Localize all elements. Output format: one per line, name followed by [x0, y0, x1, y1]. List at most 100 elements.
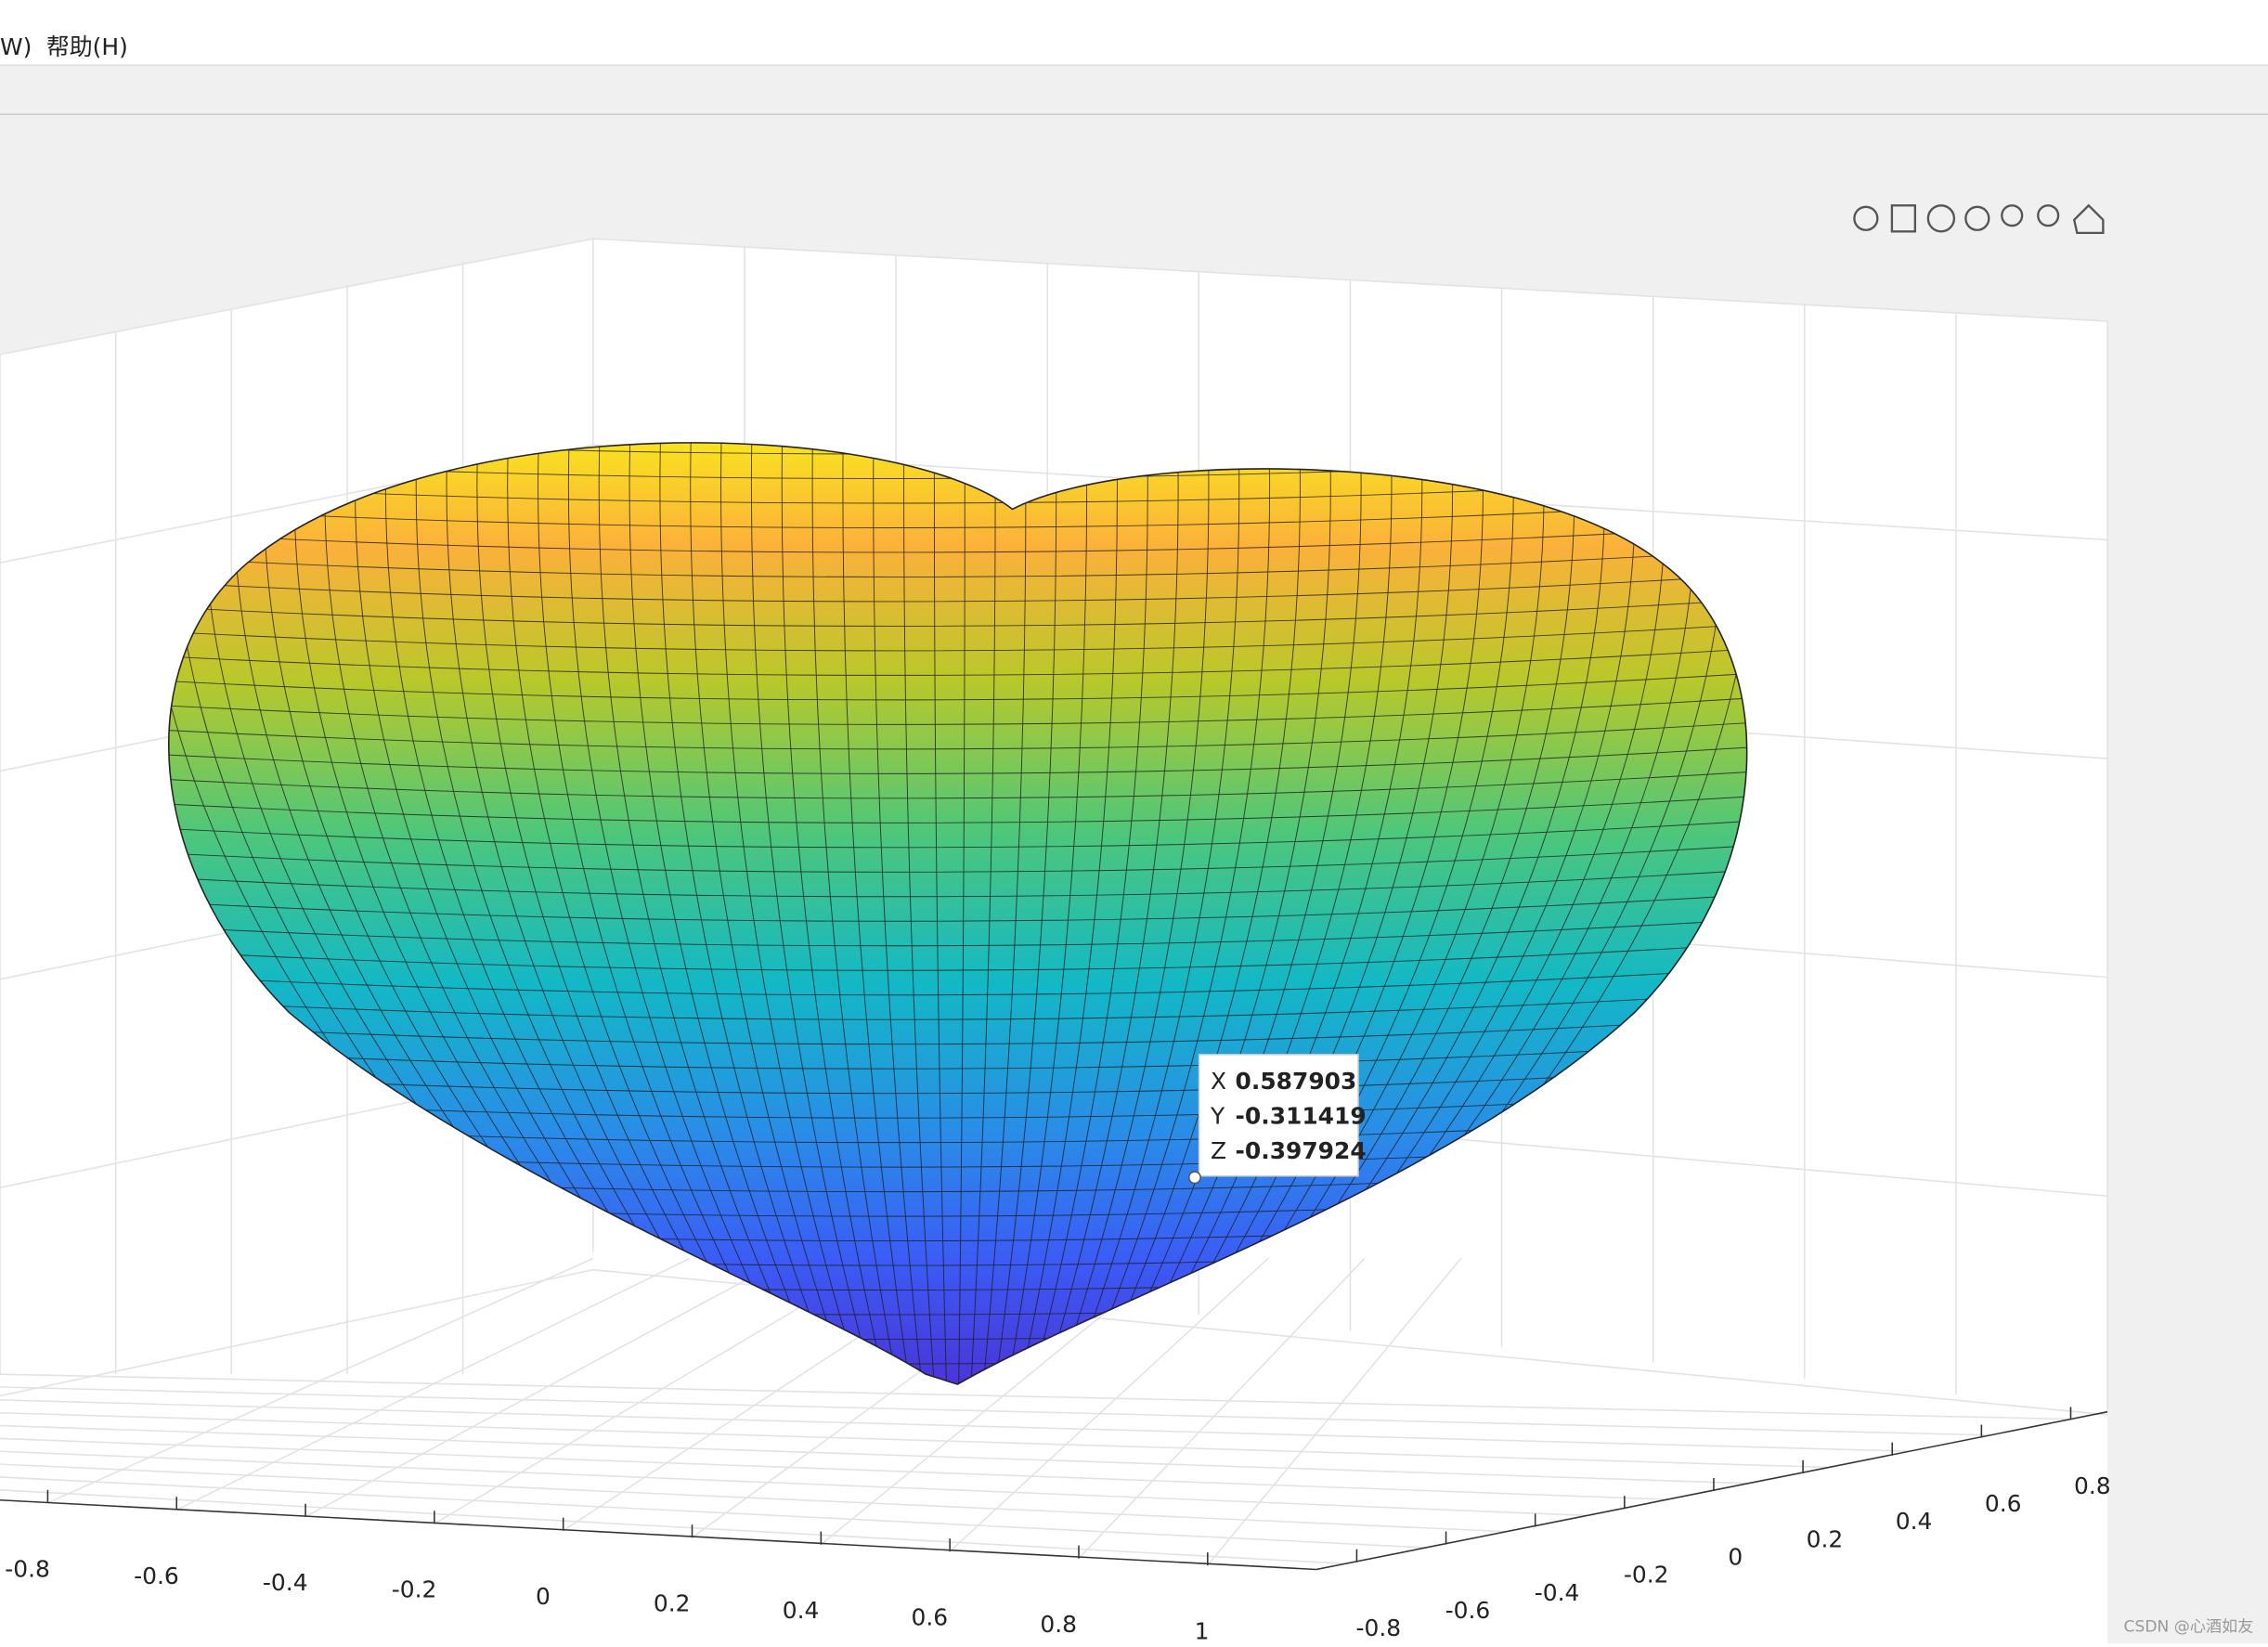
grid-line — [592, 238, 2108, 322]
mesh-line — [168, 1065, 1747, 1095]
mesh-line — [168, 647, 1747, 676]
grid-line — [0, 1476, 1426, 1549]
y-tick-label: 0.2 — [1807, 1525, 1844, 1552]
y-tick-label: -0.6 — [1445, 1597, 1491, 1624]
x-tick-label: 0.2 — [654, 1590, 691, 1617]
mesh-line — [903, 442, 935, 1385]
mesh-line — [1043, 442, 1179, 1385]
y-tick-label: 0 — [1728, 1544, 1743, 1571]
datatip-marker[interactable] — [1187, 1171, 1201, 1185]
mesh-line — [168, 819, 1747, 849]
tool-icon[interactable] — [2001, 204, 2024, 227]
mesh-line — [781, 442, 887, 1385]
datatip-label: Z — [1211, 1137, 1226, 1164]
grid-line — [949, 1257, 1269, 1552]
datatip-label: Y — [1210, 1103, 1225, 1130]
grid-line — [0, 1463, 1507, 1533]
datatip-value: 0.587903 — [1236, 1068, 1357, 1095]
mesh-line — [1092, 442, 1301, 1385]
mesh-line — [1116, 442, 1362, 1385]
mesh-line — [1128, 442, 1393, 1385]
grid-line — [0, 1386, 1989, 1436]
x-tick-label: 0 — [536, 1583, 551, 1610]
mesh-line — [168, 672, 1747, 701]
menu-item[interactable]: 帮助(H) — [46, 33, 128, 60]
mesh-line — [811, 442, 899, 1385]
mesh-line — [168, 992, 1747, 1020]
mesh-line — [720, 442, 862, 1385]
mesh-line — [1068, 442, 1240, 1385]
mesh-line — [873, 442, 923, 1385]
toolbar — [1853, 203, 2105, 235]
mesh-line — [1104, 442, 1331, 1385]
mesh-line — [982, 442, 1027, 1385]
mesh-line — [567, 442, 801, 1385]
y-tick-label: -0.2 — [1624, 1562, 1669, 1589]
mesh-line — [1152, 442, 1454, 1385]
mesh-line — [598, 442, 814, 1385]
mesh-line — [168, 893, 1747, 922]
mesh-line — [168, 844, 1747, 873]
mesh-line — [168, 598, 1747, 627]
y-tick-label: 0.6 — [1985, 1490, 2022, 1517]
grid-line — [0, 1437, 1667, 1500]
x-tick-label: 0.8 — [1040, 1611, 1077, 1638]
tool-icon[interactable] — [2072, 203, 2105, 235]
mesh-line — [1055, 442, 1210, 1385]
mesh-line — [1018, 442, 1118, 1385]
grid-line — [1207, 1258, 1462, 1566]
x-tick-label: 1 — [1195, 1618, 1210, 1643]
grid-line — [0, 1489, 1346, 1565]
datatip-label: X — [1211, 1068, 1226, 1095]
x-tick-label: -0.4 — [263, 1569, 308, 1596]
mesh-line — [168, 549, 1747, 577]
grid-line — [0, 1424, 1747, 1485]
grid-line — [0, 1450, 1587, 1517]
mesh-line — [168, 795, 1747, 824]
x-tick-label: -0.2 — [392, 1576, 437, 1603]
menu-bar — [0, 0, 2268, 66]
menu-item[interactable]: W) — [0, 33, 32, 60]
y-tick-label: 0.4 — [1896, 1508, 1933, 1535]
mesh-line — [659, 442, 838, 1385]
mesh-line — [994, 442, 1057, 1385]
grid-line — [1078, 1257, 1366, 1559]
mesh-line — [168, 499, 1747, 528]
mesh-line — [168, 942, 1747, 971]
mesh-line — [168, 1041, 1747, 1070]
y-tick-label: -0.8 — [1356, 1615, 1402, 1641]
tool-icon[interactable] — [1926, 204, 1956, 233]
grid-line — [0, 1373, 2069, 1420]
mesh-line — [168, 868, 1747, 898]
tool-icon[interactable] — [1964, 205, 1990, 231]
mesh-line — [168, 917, 1747, 947]
tool-icon[interactable] — [1890, 204, 1917, 233]
grid-line — [0, 1411, 1828, 1469]
tool-icon[interactable] — [2037, 204, 2060, 227]
mesh-line — [168, 525, 1747, 553]
mesh-line — [970, 442, 996, 1385]
x-tick-label: 0.6 — [912, 1604, 949, 1631]
grid-line — [305, 1257, 786, 1518]
mesh-line — [1080, 442, 1271, 1385]
x-tick-label: -0.6 — [134, 1563, 179, 1589]
tool-icon[interactable] — [1853, 205, 1879, 231]
mesh-line — [168, 623, 1747, 652]
mesh-line — [168, 696, 1747, 725]
mesh-line — [1006, 442, 1088, 1385]
grid-line — [0, 1268, 593, 1397]
x-axis — [0, 1498, 1316, 1571]
watermark: CSDN @心酒如友 — [2124, 1617, 2254, 1636]
mesh-line — [1030, 442, 1148, 1385]
mesh-line — [168, 574, 1747, 603]
x-tick-label: 0.4 — [783, 1597, 820, 1624]
y-axis — [1315, 1410, 2108, 1571]
mesh-line — [168, 771, 1747, 799]
mesh-line — [933, 442, 948, 1385]
mesh-line — [538, 442, 789, 1385]
mesh-line — [476, 442, 765, 1385]
mesh-line — [842, 442, 911, 1385]
mesh-line — [958, 442, 966, 1385]
mesh-line — [507, 442, 777, 1385]
